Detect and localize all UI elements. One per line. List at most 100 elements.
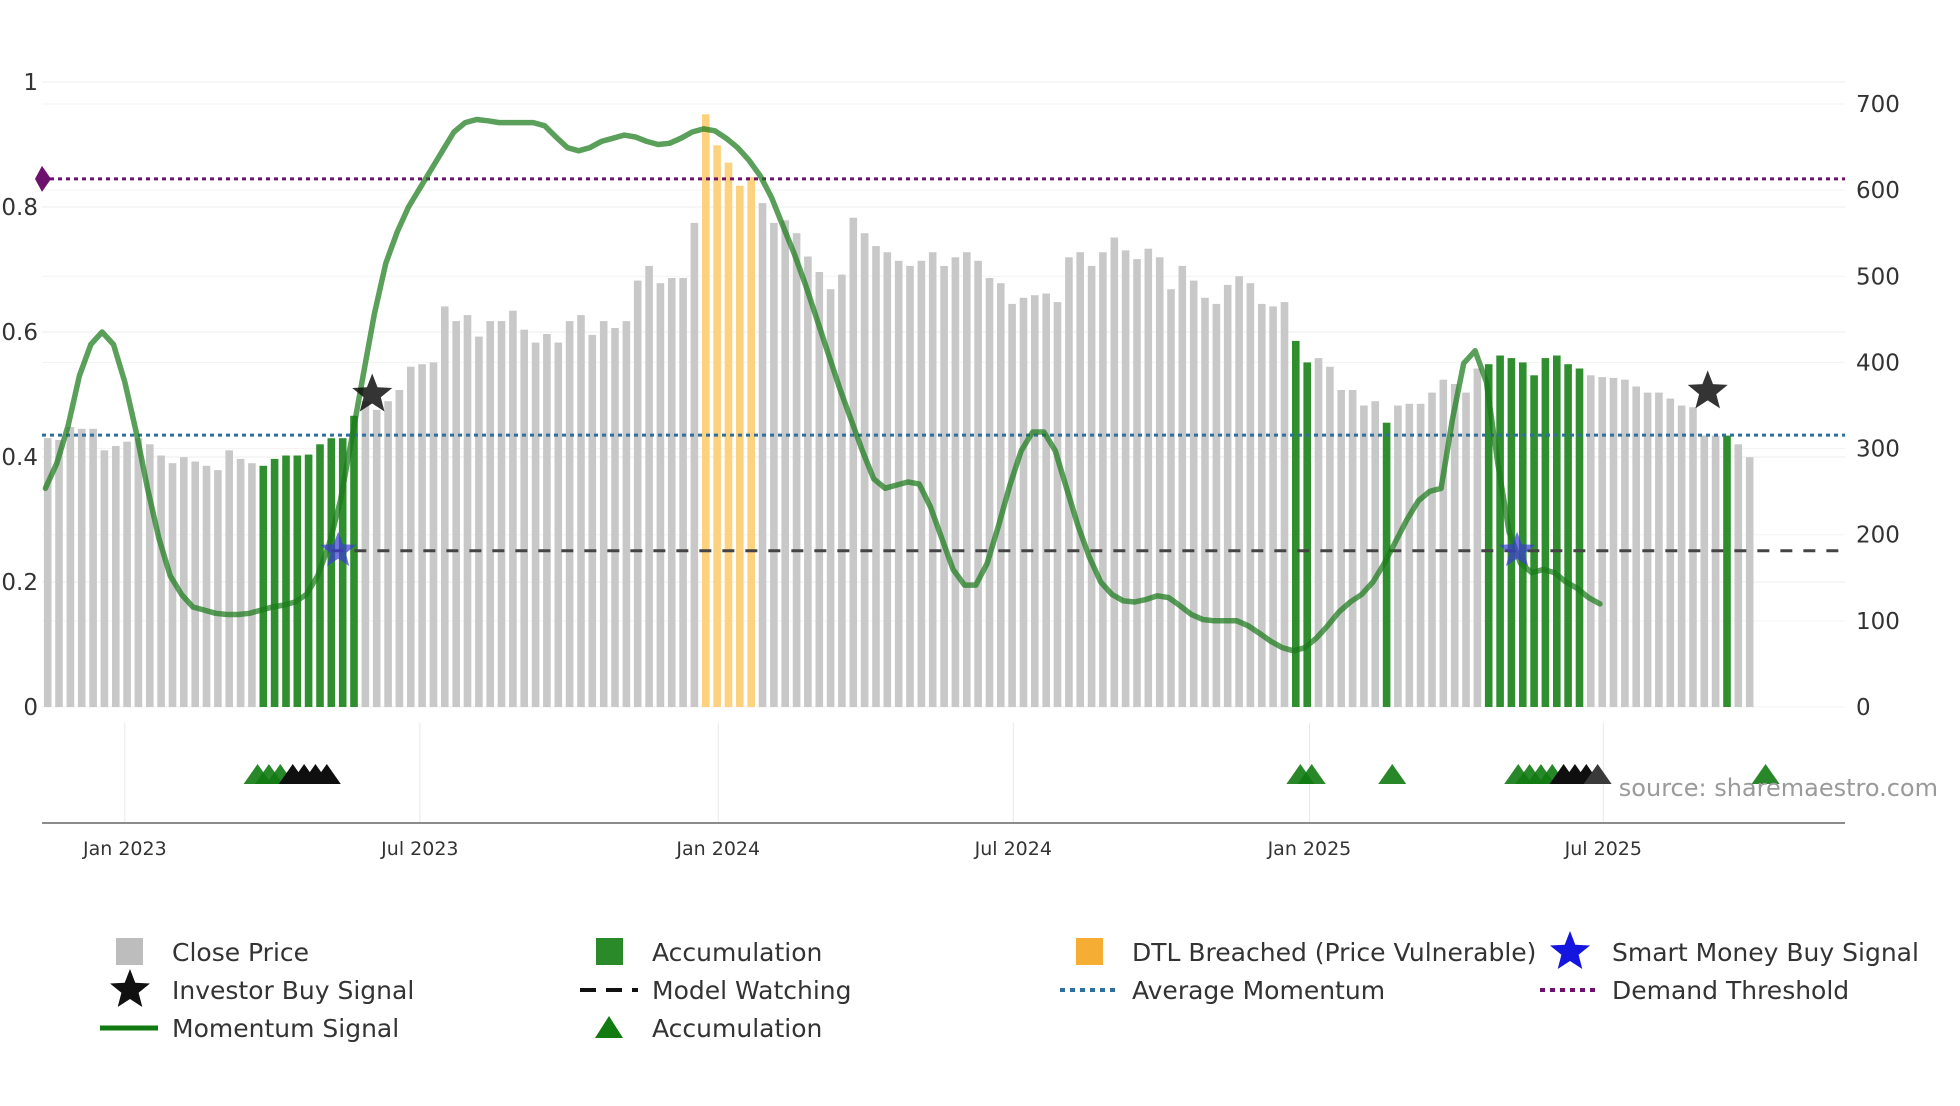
price-bar xyxy=(531,342,540,707)
price-bar xyxy=(146,444,154,707)
price-bar xyxy=(1700,435,1709,707)
price-bar xyxy=(1734,444,1743,707)
price-bar xyxy=(429,362,438,707)
right-tick-label: 300 xyxy=(1856,437,1900,463)
price-bar xyxy=(270,458,279,707)
price-bar xyxy=(906,265,914,707)
price-bar xyxy=(1587,375,1595,707)
price-bar xyxy=(1314,358,1323,707)
price-bar xyxy=(407,366,415,707)
price-bar xyxy=(1212,303,1221,707)
legend-label: DTL Breached (Price Vulnerable) xyxy=(1132,938,1536,967)
left-tick-label: 0.2 xyxy=(1,570,38,596)
legend-label: Model Watching xyxy=(652,976,852,1005)
price-bar xyxy=(1246,283,1255,707)
price-bar xyxy=(384,401,392,707)
price-bar xyxy=(327,438,336,707)
price-bar xyxy=(872,246,880,707)
price-bar xyxy=(1178,265,1187,707)
legend-label: Close Price xyxy=(172,938,309,967)
price-bar xyxy=(1530,375,1538,707)
legend-swatch xyxy=(1076,938,1103,965)
price-bar xyxy=(1008,303,1016,707)
x-tick-label: Jul 2024 xyxy=(974,838,1052,860)
price-bar xyxy=(1189,280,1198,707)
price-bar xyxy=(736,185,744,708)
price-bar xyxy=(963,252,971,707)
price-bar xyxy=(77,428,86,707)
price-bar xyxy=(1723,435,1731,707)
price-bar xyxy=(1621,379,1629,707)
price-bar xyxy=(55,440,63,707)
legend: Close Price Accumulation DTL Breached (Pri… xyxy=(100,931,1919,1043)
price-bar xyxy=(361,401,370,707)
left-tick-label: 0.8 xyxy=(1,195,38,221)
legend-label: Momentum Signal xyxy=(172,1014,399,1043)
price-bar xyxy=(656,283,665,707)
price-bar xyxy=(395,390,404,707)
price-bar xyxy=(350,415,358,707)
right-tick-label: 700 xyxy=(1856,92,1900,118)
price-bar xyxy=(89,428,97,707)
price-bar xyxy=(1258,303,1266,707)
source-label: source: sharemaestro.com xyxy=(1619,774,1938,802)
price-bar xyxy=(1269,306,1277,707)
price-bar xyxy=(1473,368,1482,707)
price-bar xyxy=(1450,384,1459,707)
price-bar xyxy=(1496,355,1504,707)
price-bar xyxy=(826,289,835,707)
price-bar xyxy=(486,321,494,707)
price-bar xyxy=(1382,422,1391,707)
price-bar xyxy=(690,222,699,707)
price-bar xyxy=(248,463,256,707)
price-bar xyxy=(1677,405,1686,707)
price-bar xyxy=(452,321,460,707)
price-bar xyxy=(282,455,290,707)
accumulation-marker xyxy=(1297,764,1326,784)
legend-label: Smart Money Buy Signal xyxy=(1612,938,1919,967)
price-bar xyxy=(1144,248,1153,707)
price-bar xyxy=(1655,392,1663,707)
legend-swatch xyxy=(596,938,623,965)
price-bar xyxy=(372,409,381,707)
investor-star xyxy=(1687,370,1728,409)
price-bar xyxy=(622,321,631,707)
price-bar xyxy=(1428,392,1436,707)
legend-label: Investor Buy Signal xyxy=(172,976,414,1005)
price-bar xyxy=(997,283,1005,707)
price-bar xyxy=(940,265,948,707)
price-bar xyxy=(928,252,937,707)
left-tick-label: 0.4 xyxy=(1,445,38,471)
price-bar xyxy=(611,328,619,707)
price-bar xyxy=(293,455,302,707)
left-tick-label: 1 xyxy=(23,70,38,96)
price-bar xyxy=(1155,257,1164,707)
legend-star xyxy=(110,969,150,1007)
price-bar xyxy=(1541,358,1550,707)
demand-threshold-marker xyxy=(35,165,51,192)
price-bar xyxy=(599,321,608,707)
price-bar xyxy=(123,441,131,707)
price-bar xyxy=(1394,405,1402,707)
price-bar xyxy=(100,450,109,707)
price-bar xyxy=(1076,252,1084,707)
price-bar xyxy=(509,310,517,707)
right-tick-label: 100 xyxy=(1856,609,1900,635)
gridlines xyxy=(42,81,1845,823)
legend-label: Demand Threshold xyxy=(1612,976,1849,1005)
price-bar xyxy=(463,315,472,707)
price-bar xyxy=(1019,297,1028,707)
price-bar xyxy=(1337,390,1345,707)
price-bar xyxy=(565,321,574,707)
price-bar xyxy=(1564,364,1572,707)
right-tick-label: 400 xyxy=(1856,350,1900,376)
price-bar xyxy=(792,233,801,707)
price-bar xyxy=(1133,259,1141,707)
price-bar xyxy=(860,233,869,707)
price-bar xyxy=(724,162,733,708)
price-bar xyxy=(543,334,551,707)
price-bar xyxy=(781,220,789,708)
price-bar xyxy=(1598,377,1606,707)
x-tick-label: Jan 2025 xyxy=(1267,838,1352,860)
